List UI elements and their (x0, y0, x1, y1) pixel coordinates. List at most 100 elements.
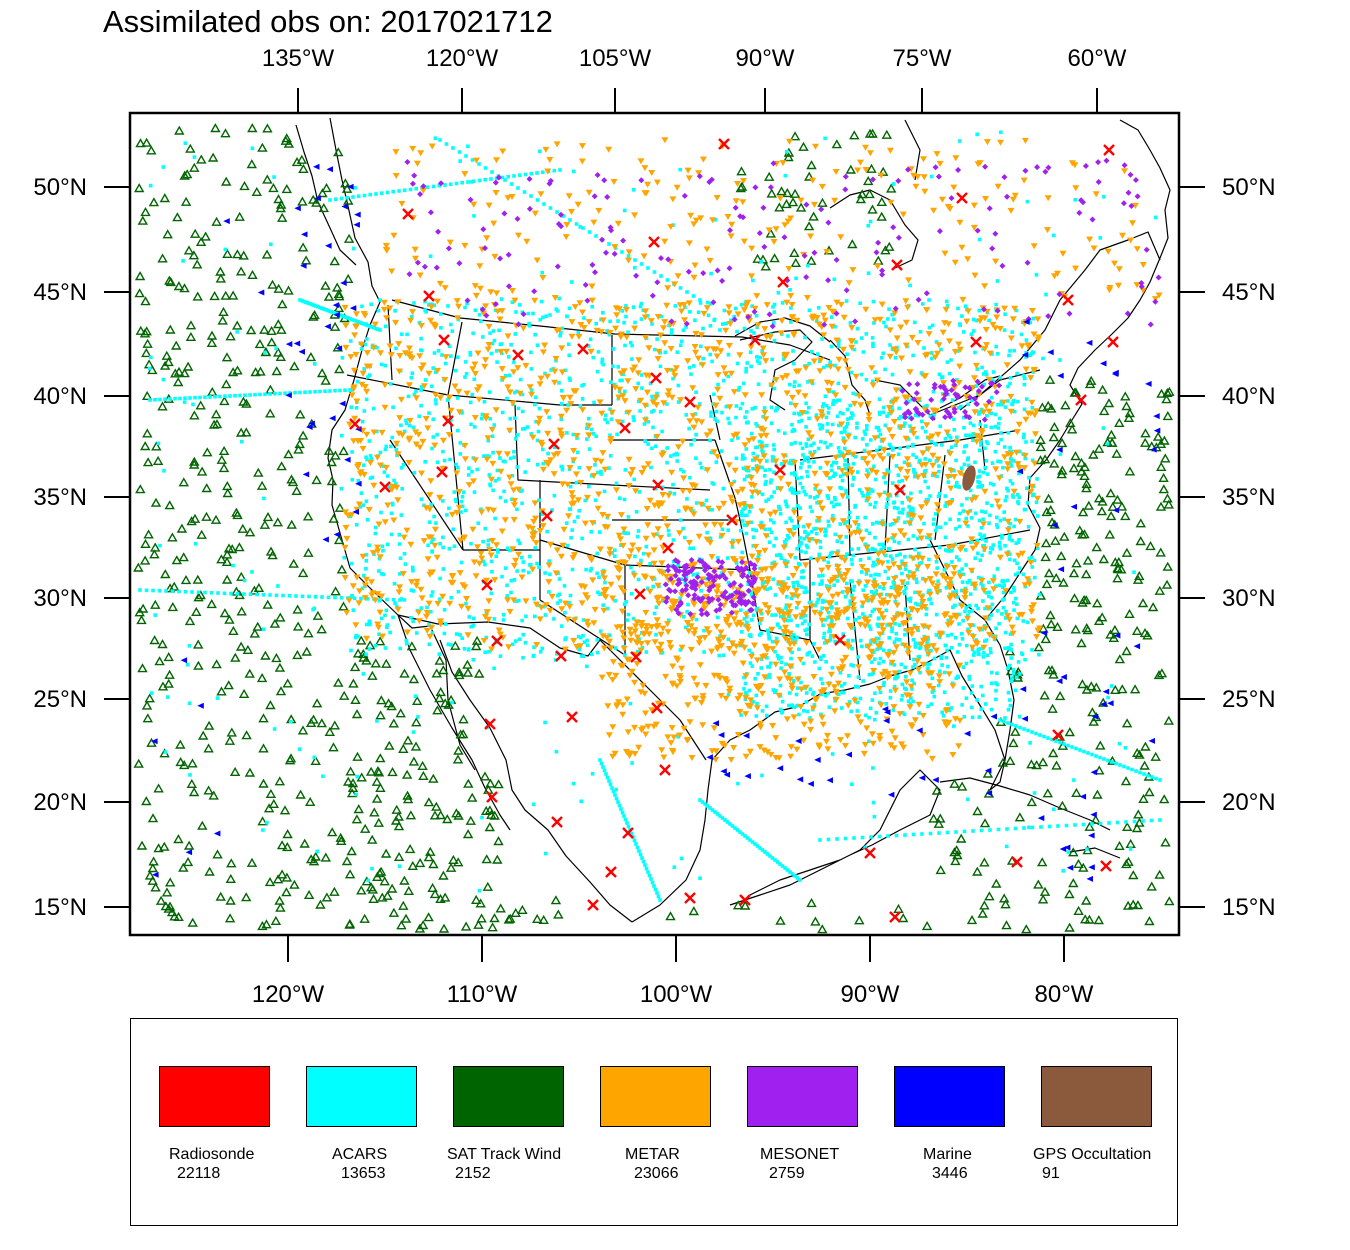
acars-marker (611, 347, 616, 351)
acars-marker (613, 599, 617, 603)
metar-marker (659, 450, 667, 457)
sat-track-wind-marker (1135, 518, 1147, 528)
acars-marker (893, 356, 898, 360)
acars-marker (404, 421, 409, 426)
metar-marker (704, 505, 712, 512)
acars-marker (471, 658, 476, 662)
sat-track-wind-marker (218, 462, 230, 473)
metar-marker (734, 489, 742, 496)
acars-marker (514, 599, 519, 603)
acars-marker (901, 507, 905, 512)
sat-track-wind-marker (163, 356, 174, 367)
acars-marker (1006, 399, 1010, 403)
metar-marker (748, 553, 756, 560)
acars-marker (747, 509, 752, 514)
sat-track-wind-marker (1162, 561, 1173, 571)
acars-marker (503, 374, 508, 378)
acars-marker (923, 457, 927, 461)
acars-marker (847, 700, 852, 704)
acars-marker (769, 421, 774, 425)
acars-marker (626, 824, 631, 829)
acars-marker (928, 414, 933, 418)
acars-marker (580, 383, 584, 388)
acars-marker (454, 181, 459, 186)
acars-marker (520, 310, 525, 315)
acars-marker (931, 389, 936, 394)
metar-marker (758, 444, 765, 451)
acars-marker (763, 850, 767, 854)
acars-marker (760, 492, 765, 497)
acars-marker (1012, 409, 1017, 414)
sat-track-wind-marker (1026, 759, 1037, 769)
sat-track-wind-marker (241, 730, 252, 740)
acars-marker (364, 499, 369, 503)
acars-marker (1009, 464, 1013, 468)
metar-marker (367, 460, 374, 466)
acars-marker (863, 845, 868, 850)
sat-track-wind-marker (402, 735, 414, 745)
acars-marker (903, 665, 907, 670)
acars-marker (866, 223, 870, 228)
sat-track-wind-marker (375, 866, 387, 876)
acars-marker (747, 688, 752, 693)
sat-track-wind-marker (1070, 451, 1081, 461)
acars-marker (445, 513, 449, 517)
metar-marker (971, 583, 979, 590)
acars-marker (997, 416, 1002, 421)
acars-marker (567, 376, 572, 381)
metar-marker (923, 307, 931, 314)
acars-marker (966, 797, 970, 802)
metar-marker (946, 338, 953, 345)
sat-track-wind-marker (463, 778, 474, 788)
acars-marker (891, 182, 896, 186)
acars-marker (571, 781, 576, 786)
acars-marker (945, 360, 950, 364)
acars-marker (717, 653, 721, 658)
acars-marker (755, 355, 759, 359)
sat-track-wind-marker (276, 461, 287, 471)
acars-marker (868, 706, 873, 711)
acars-marker (360, 321, 364, 325)
acars-marker (931, 522, 936, 526)
acars-marker (469, 624, 473, 629)
acars-marker (779, 660, 784, 665)
acars-marker (672, 865, 677, 869)
acars-marker (549, 368, 553, 372)
acars-marker (793, 470, 797, 475)
acars-marker (466, 647, 471, 651)
acars-marker (503, 499, 508, 503)
sat-track-wind-marker (245, 325, 257, 335)
acars-marker (688, 475, 692, 480)
acars-marker (816, 306, 821, 310)
sat-track-wind-marker (276, 324, 287, 334)
acars-marker (1014, 541, 1018, 545)
acars-marker (864, 427, 869, 432)
acars-marker (626, 612, 631, 617)
acars-marker (840, 478, 845, 483)
acars-marker (687, 365, 692, 370)
acars-marker (951, 605, 955, 609)
sat-track-wind-marker (470, 641, 482, 651)
acars-marker (979, 684, 983, 689)
acars-marker (480, 416, 484, 421)
sat-track-wind-marker (1064, 727, 1076, 737)
acars-marker (829, 468, 834, 473)
acars-marker (1005, 578, 1010, 583)
sat-track-wind-marker (257, 920, 268, 931)
acars-marker (767, 673, 772, 677)
acars-marker (996, 459, 1000, 464)
acars-marker (801, 453, 805, 457)
acars-marker (423, 308, 427, 312)
sat-track-wind-marker (388, 718, 400, 728)
acars-marker (684, 625, 688, 630)
acars-marker (601, 603, 605, 607)
acars-marker (1024, 440, 1028, 444)
acars-marker (966, 433, 970, 438)
acars-marker (376, 327, 380, 331)
acars-marker (906, 537, 911, 542)
acars-marker (383, 324, 388, 329)
acars-marker (1011, 459, 1016, 463)
acars-marker (411, 568, 415, 573)
acars-marker (643, 439, 647, 444)
acars-marker (181, 259, 185, 263)
